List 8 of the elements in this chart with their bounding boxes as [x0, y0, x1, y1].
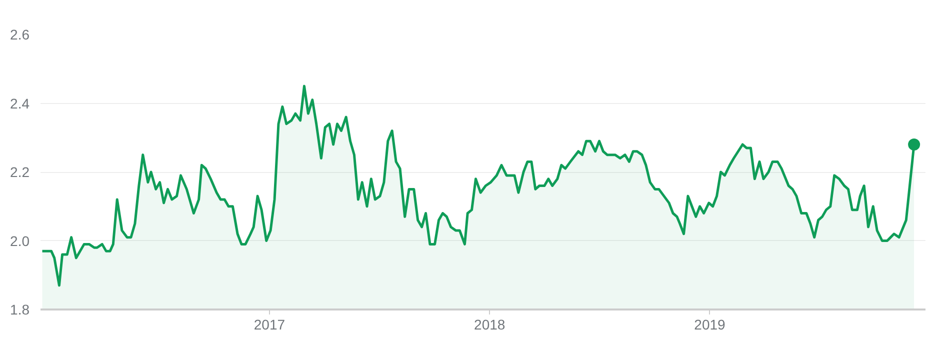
- x-tick-label: 2017: [254, 316, 286, 332]
- y-tick-label: 2.2: [10, 164, 30, 180]
- x-tick-label: 2018: [474, 316, 506, 332]
- y-tick-label: 2.6: [10, 26, 30, 42]
- y-tick-label: 1.8: [10, 302, 30, 318]
- x-tick-label: 2019: [694, 316, 726, 332]
- y-tick-label: 2.0: [10, 232, 30, 249]
- y-tick-label: 2.4: [10, 95, 30, 112]
